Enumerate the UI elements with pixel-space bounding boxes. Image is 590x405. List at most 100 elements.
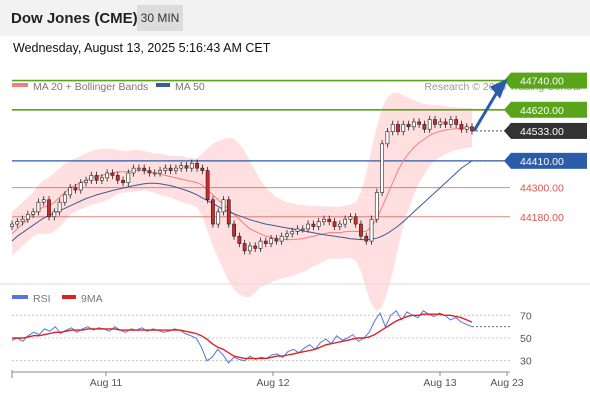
candle-body xyxy=(332,221,337,227)
candle-body xyxy=(279,235,284,242)
candle-body xyxy=(20,218,25,222)
candle-body xyxy=(99,177,104,181)
candle-body xyxy=(306,223,310,230)
candle-body xyxy=(454,119,459,125)
legend-ma20: MA 20 + Bollinger Bands xyxy=(33,81,148,93)
candle-body xyxy=(390,124,395,132)
candle-body xyxy=(205,170,210,201)
x-tick-label: Aug 12 xyxy=(256,377,289,389)
candle-body xyxy=(152,172,157,175)
level-label-44410.00: 44410.00 xyxy=(520,156,564,168)
candle-body xyxy=(179,165,184,169)
rsi-legend-swatch xyxy=(12,295,28,299)
candle-body xyxy=(396,124,400,132)
candle-body xyxy=(126,172,131,184)
bollinger-band xyxy=(12,92,472,312)
candle-body xyxy=(158,170,162,174)
candle-body xyxy=(31,211,36,215)
candle-body xyxy=(427,119,432,130)
candle-body xyxy=(448,119,453,125)
candle-body xyxy=(274,238,279,242)
candle-body xyxy=(300,228,305,231)
rsi-ma-line xyxy=(12,313,473,360)
ma50-legend-swatch xyxy=(156,83,170,87)
candle-body xyxy=(248,245,252,252)
candle-body xyxy=(406,124,411,128)
candle-body xyxy=(464,126,469,130)
candle-body xyxy=(438,121,443,125)
candle-body xyxy=(459,124,464,130)
level-tag-44410.00 xyxy=(511,152,587,169)
x-tick-label: Aug 11 xyxy=(90,377,123,389)
level-tag-arrow-44533.00 xyxy=(504,122,511,139)
level-tag-44533.00 xyxy=(511,122,587,139)
candle-body xyxy=(211,199,215,225)
candle-body xyxy=(41,199,46,203)
candle-body xyxy=(200,167,205,171)
candle-body xyxy=(163,167,168,171)
candle-body xyxy=(47,199,51,218)
candle-body xyxy=(369,218,374,242)
chart-svg: MA 20 + Bollinger Bands MA 50 Research ©… xyxy=(0,72,590,389)
level-tag-44620.00 xyxy=(511,101,587,118)
candle-body xyxy=(258,240,263,249)
candle-body xyxy=(322,218,326,222)
level-label-44533.00: 44533.00 xyxy=(520,126,564,138)
legend-rsi: RSI xyxy=(33,293,51,305)
candle-body xyxy=(401,124,406,132)
price-panel: 44740.00 44620.00 44533.00 44410.00 44300.00… xyxy=(0,72,590,312)
candle-body xyxy=(25,214,30,220)
candle-body xyxy=(295,228,300,232)
candle-body xyxy=(353,216,358,225)
candle-body xyxy=(84,179,88,184)
candle-body xyxy=(68,187,73,196)
candle-body xyxy=(52,211,57,218)
rsi-tick-label: 70 xyxy=(520,310,532,322)
header-bar: Dow Jones (CME) 30 MIN xyxy=(0,0,590,36)
ma20-line xyxy=(11,127,473,241)
candle-body xyxy=(285,233,289,237)
instrument-title: Dow Jones (CME) xyxy=(11,10,138,27)
level-tag-arrow-44410.00 xyxy=(504,152,511,169)
candle-body xyxy=(242,243,247,252)
candle-body xyxy=(311,223,316,227)
rsi-ma-legend-swatch xyxy=(62,295,76,299)
candle-body xyxy=(290,231,295,235)
rsi-panel: RSI 9MA 70 50 30 xyxy=(11,293,532,368)
level-label-44180.00: 44180.00 xyxy=(520,212,564,224)
candle-body xyxy=(168,167,173,171)
level-tag-44740.00 xyxy=(511,72,587,89)
candle-body xyxy=(73,187,78,191)
candle-body xyxy=(237,235,242,244)
candle-body xyxy=(348,216,353,220)
candle-body xyxy=(443,121,448,125)
candle-body xyxy=(184,165,189,169)
candle-body xyxy=(105,172,110,179)
timeframe-button[interactable]: 30 MIN xyxy=(137,5,183,31)
candle-body xyxy=(174,167,178,171)
candle-body xyxy=(89,175,94,181)
candle-body xyxy=(147,170,152,174)
candle-body xyxy=(226,199,231,225)
timestamp: Wednesday, August 13, 2025 5:16:43 AM CE… xyxy=(13,41,271,55)
ma20-legend-swatch xyxy=(12,83,28,87)
x-tick-label: Aug 23 xyxy=(490,377,523,389)
candle-body xyxy=(374,192,379,220)
candle-body xyxy=(232,223,236,237)
rsi-tick-label: 50 xyxy=(520,333,532,345)
candle-body xyxy=(269,238,273,244)
candle-body xyxy=(78,182,83,191)
candle-body xyxy=(216,211,221,225)
forecast-arrow-shaft xyxy=(472,89,500,132)
candle-body xyxy=(15,221,20,225)
candle-body xyxy=(137,167,141,170)
candle-body xyxy=(385,131,390,145)
candle-body xyxy=(121,179,125,184)
candle-body xyxy=(131,167,136,174)
candle-body xyxy=(359,223,363,237)
ma50-line xyxy=(11,160,473,242)
candle-body xyxy=(195,162,199,169)
candle-body xyxy=(189,162,194,169)
candle-body xyxy=(433,119,437,125)
candle-body xyxy=(10,223,14,227)
